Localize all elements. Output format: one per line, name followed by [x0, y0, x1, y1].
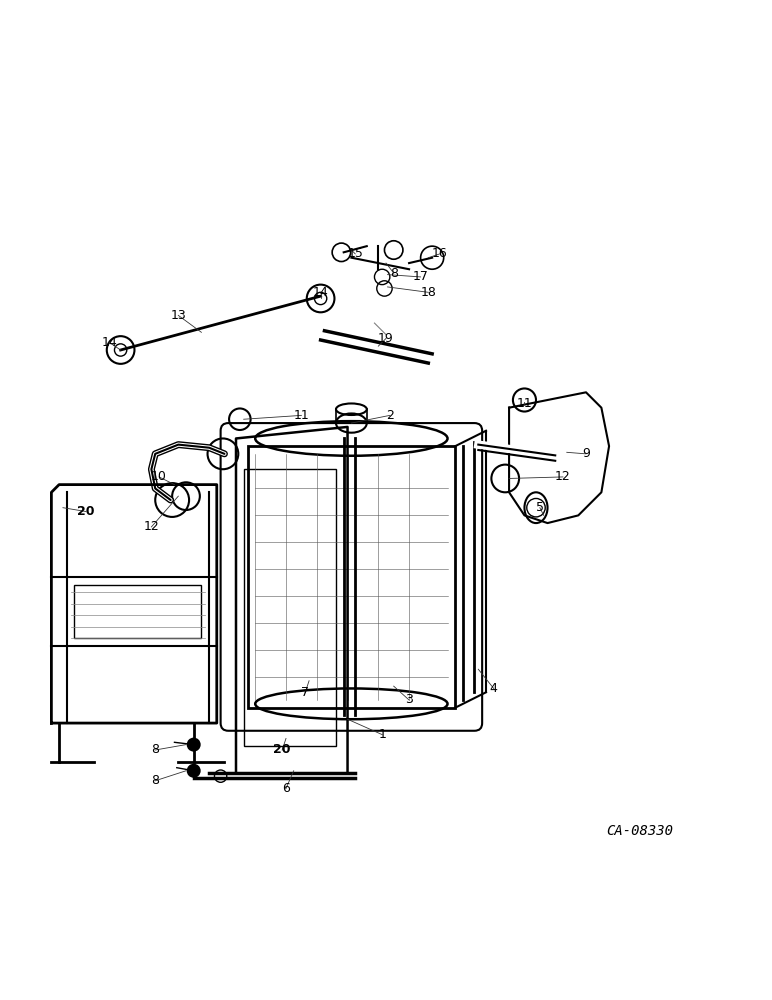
Text: 13: 13	[171, 309, 186, 322]
Text: 2: 2	[386, 409, 394, 422]
Text: 15: 15	[347, 247, 363, 260]
Text: 6: 6	[282, 782, 290, 795]
Text: 1: 1	[378, 728, 386, 741]
Text: 10: 10	[151, 470, 167, 483]
Bar	[244, 469, 336, 746]
Text: 11: 11	[293, 409, 310, 422]
Text: 19: 19	[378, 332, 394, 345]
Text: 14: 14	[101, 336, 117, 349]
Circle shape	[188, 738, 200, 751]
Bar	[74, 585, 201, 638]
Text: 9: 9	[582, 447, 590, 460]
Text: 8: 8	[151, 743, 159, 756]
Text: 8: 8	[390, 267, 398, 280]
Bar	[248, 446, 455, 708]
Text: CA-08330: CA-08330	[606, 824, 673, 838]
Text: 17: 17	[413, 270, 428, 283]
Text: 12: 12	[555, 470, 571, 483]
Text: 11: 11	[516, 397, 533, 410]
Text: 18: 18	[421, 286, 436, 299]
Text: 14: 14	[313, 286, 329, 299]
Text: 4: 4	[489, 682, 498, 695]
Text: 3: 3	[405, 693, 413, 706]
Text: 20: 20	[273, 743, 291, 756]
Text: 8: 8	[151, 774, 159, 787]
Text: 16: 16	[432, 247, 448, 260]
Text: 12: 12	[144, 520, 159, 533]
Text: 20: 20	[77, 505, 95, 518]
Text: 7: 7	[301, 686, 310, 699]
Text: 5: 5	[536, 501, 543, 514]
Circle shape	[188, 765, 200, 777]
